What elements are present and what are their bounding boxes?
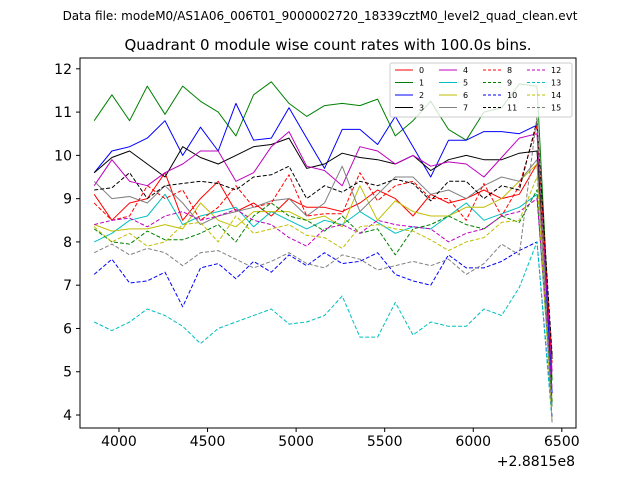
series-line-4	[93, 131, 553, 372]
axes-frame	[79, 57, 577, 429]
legend-label-13: 13	[551, 79, 561, 88]
y-tick-label-12: 12	[54, 62, 72, 78]
series-line-11	[94, 120, 553, 355]
legend-label-7: 7	[463, 104, 468, 113]
legend-label-10: 10	[507, 91, 517, 100]
legend-label-12: 12	[551, 66, 561, 75]
x-tick-label-5500: 5500	[367, 434, 403, 450]
data-file-label: Data file: modeM0/AS1A06_006T01_90000027…	[63, 9, 578, 23]
y-tick-label-8: 8	[63, 235, 72, 251]
x-tick-label-4500: 4500	[190, 434, 226, 450]
series-line-5	[93, 193, 553, 407]
x-tick-label-4000: 4000	[101, 434, 137, 450]
legend-label-11: 11	[507, 104, 517, 113]
legend-label-0: 0	[419, 66, 424, 75]
legend-label-5: 5	[463, 79, 468, 88]
series-line-9	[93, 189, 553, 403]
legend-label-15: 15	[551, 104, 561, 113]
series-line-7	[93, 159, 553, 407]
y-tick-label-7: 7	[63, 278, 72, 294]
legend-label-6: 6	[463, 91, 468, 100]
series-line-1	[93, 81, 553, 381]
series-line-6	[94, 163, 553, 403]
x-tick-label-6500: 6500	[544, 434, 580, 450]
series-line-15	[93, 115, 553, 424]
y-tick-label-6: 6	[63, 321, 72, 337]
chart-title: Quadrant 0 module wise count rates with …	[124, 36, 531, 54]
series-line-3	[93, 137, 553, 359]
legend-label-2: 2	[419, 91, 424, 100]
y-tick-label-11: 11	[54, 105, 72, 121]
legend-label-14: 14	[551, 91, 561, 100]
x-tick-label-5000: 5000	[278, 434, 314, 450]
y-tick-label-4: 4	[63, 408, 72, 424]
y-tick-label-10: 10	[54, 148, 72, 164]
series-line-10	[93, 241, 553, 418]
legend-label-9: 9	[507, 79, 512, 88]
series-line-13	[93, 241, 553, 422]
x-axis-offset-label: +2.8815e8	[497, 454, 575, 470]
legend-box	[389, 62, 573, 118]
x-tick-label-6000: 6000	[455, 434, 491, 450]
legend-label-3: 3	[419, 104, 424, 113]
y-tick-label-9: 9	[63, 192, 72, 208]
legend-label-1: 1	[419, 79, 424, 88]
legend-label-8: 8	[507, 66, 512, 75]
series-line-14	[93, 176, 553, 422]
y-tick-label-5: 5	[63, 365, 72, 381]
legend-label-4: 4	[463, 66, 468, 75]
series-line-2	[93, 102, 553, 394]
